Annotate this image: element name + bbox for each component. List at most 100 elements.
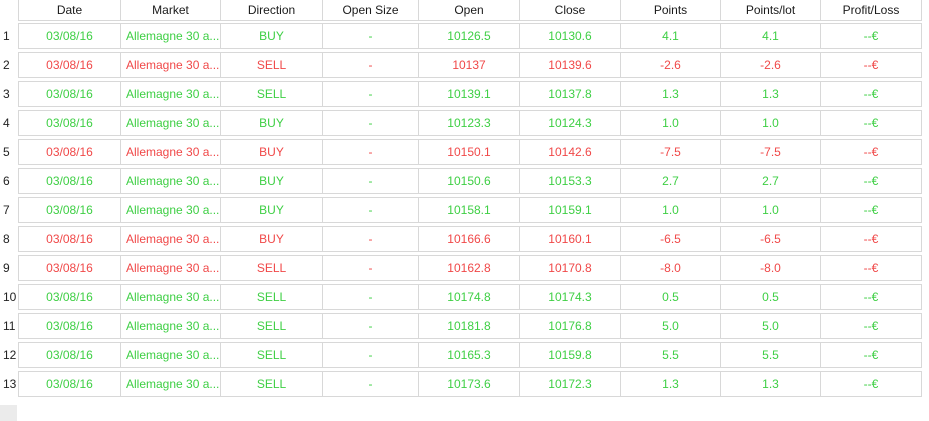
cell-open: 10158.1: [419, 198, 520, 222]
table-row[interactable]: 6 03/08/16 Allemagne 30 a... BUY -10150.6 101…: [0, 168, 929, 194]
row-cells: 03/08/16 Allemagne 30 a... SELL -10137 10139…: [18, 52, 922, 78]
cell-open: 10165.3: [419, 343, 520, 367]
column-header-open-size[interactable]: Open Size: [323, 0, 419, 20]
cell-close: 10124.3: [520, 111, 621, 135]
cell-open: 10139.1: [419, 82, 520, 106]
row-cells: 03/08/16 Allemagne 30 a... BUY -10166.6 1016…: [18, 226, 922, 252]
cell-direction: BUY: [221, 227, 323, 251]
column-header-market[interactable]: Market: [121, 0, 221, 20]
column-header-profit-loss[interactable]: Profit/Loss: [842, 3, 900, 17]
cell-date: 03/08/16: [19, 227, 121, 251]
column-header-open[interactable]: Open: [419, 0, 520, 20]
cell-points-per-lot: 5.5: [721, 343, 821, 367]
table-row[interactable]: 9 03/08/16 Allemagne 30 a... SELL -10162.8 10…: [0, 255, 929, 281]
cell-points: 1.0: [621, 198, 721, 222]
table-row[interactable]: 13 03/08/16 Allemagne 30 a... SELL -10173.6 1…: [0, 371, 929, 397]
row-number: 9: [0, 255, 18, 281]
row-cells: 03/08/16 Allemagne 30 a... SELL -10165.3 101…: [18, 342, 922, 368]
cell-open: 10181.8: [419, 314, 520, 338]
cell-date: 03/08/16: [19, 372, 121, 396]
cell-close: 10142.6: [520, 140, 621, 164]
cell-points: -8.0: [621, 256, 721, 280]
cell-direction: BUY: [221, 198, 323, 222]
column-header-points[interactable]: Points: [621, 0, 721, 20]
column-header-close[interactable]: Close: [520, 0, 621, 20]
cell-points-per-lot: 4.1: [721, 24, 821, 48]
cell-profit-loss: --€: [863, 116, 879, 130]
cell-points-per-lot: -6.5: [721, 227, 821, 251]
cell-market: Allemagne 30 a...: [121, 53, 221, 77]
cell-points-per-lot: 1.3: [721, 372, 821, 396]
cell-market: Allemagne 30 a...: [121, 111, 221, 135]
header-cells: Date Market Direction Open Size Open Clo…: [18, 0, 922, 21]
row-number: 12: [0, 342, 18, 368]
cell-profit-loss: --€: [863, 87, 879, 101]
cell-points: 1.3: [621, 82, 721, 106]
cell-market: Allemagne 30 a...: [121, 314, 221, 338]
cell-points-per-lot: 1.0: [721, 111, 821, 135]
cell-profit-loss: --€: [863, 319, 879, 333]
table-row[interactable]: 5 03/08/16 Allemagne 30 a... BUY -10150.1 101…: [0, 139, 929, 165]
cell-open: 10123.3: [419, 111, 520, 135]
cell-date: 03/08/16: [19, 140, 121, 164]
cell-points: 5.5: [621, 343, 721, 367]
cell-points: 0.5: [621, 285, 721, 309]
cell-direction: BUY: [221, 169, 323, 193]
cell-close: 10159.8: [520, 343, 621, 367]
cell-date: 03/08/16: [19, 256, 121, 280]
table-row[interactable]: 3 03/08/16 Allemagne 30 a... SELL -10139.1 10…: [0, 81, 929, 107]
cell-close: 10160.1: [520, 227, 621, 251]
cell-date: 03/08/16: [19, 314, 121, 338]
cell-profit-loss: --€: [863, 203, 879, 217]
cell-close: 10159.1: [520, 198, 621, 222]
cell-open: 10173.6: [419, 372, 520, 396]
cell-market: Allemagne 30 a...: [121, 227, 221, 251]
cell-date: 03/08/16: [19, 198, 121, 222]
cell-profit-loss: --€: [863, 377, 879, 391]
cell-date: 03/08/16: [19, 285, 121, 309]
cell-market: Allemagne 30 a...: [121, 198, 221, 222]
cell-profit-loss: --€: [863, 348, 879, 362]
table-row[interactable]: 7 03/08/16 Allemagne 30 a... BUY -10158.1 101…: [0, 197, 929, 223]
cell-profit-loss: --€: [863, 232, 879, 246]
column-header-direction[interactable]: Direction: [221, 0, 323, 20]
cell-open-size: -: [323, 372, 419, 396]
row-cells: 03/08/16 Allemagne 30 a... SELL -10162.8 101…: [18, 255, 922, 281]
cell-open: 10162.8: [419, 256, 520, 280]
row-cells: 03/08/16 Allemagne 30 a... SELL -10139.1 101…: [18, 81, 922, 107]
cell-points: 1.3: [621, 372, 721, 396]
cell-points-per-lot: 5.0: [721, 314, 821, 338]
cell-open-size: -: [323, 111, 419, 135]
cell-profit-loss: --€: [863, 29, 879, 43]
cell-points: 1.0: [621, 111, 721, 135]
cell-direction: SELL: [221, 285, 323, 309]
cell-close: 10139.6: [520, 53, 621, 77]
table-row[interactable]: 11 03/08/16 Allemagne 30 a... SELL -10181.8 1…: [0, 313, 929, 339]
cell-direction: BUY: [221, 24, 323, 48]
cell-open-size: -: [323, 227, 419, 251]
cell-direction: SELL: [221, 372, 323, 396]
row-number: 13: [0, 371, 18, 397]
table-row[interactable]: 10 03/08/16 Allemagne 30 a... SELL -10174.8 1…: [0, 284, 929, 310]
row-cells: 03/08/16 Allemagne 30 a... BUY -10150.1 1014…: [18, 139, 922, 165]
column-header-date[interactable]: Date: [19, 0, 121, 20]
row-cells: 03/08/16 Allemagne 30 a... SELL -10173.6 101…: [18, 371, 922, 397]
table-row[interactable]: 12 03/08/16 Allemagne 30 a... SELL -10165.3 1…: [0, 342, 929, 368]
next-row-placeholder: [0, 405, 17, 421]
table-row[interactable]: 8 03/08/16 Allemagne 30 a... BUY -10166.6 101…: [0, 226, 929, 252]
cell-open-size: -: [323, 256, 419, 280]
cell-points: -7.5: [621, 140, 721, 164]
cell-close: 10170.8: [520, 256, 621, 280]
column-header-points-lot[interactable]: Points/lot: [721, 0, 821, 20]
cell-direction: SELL: [221, 343, 323, 367]
table-row[interactable]: 1 03/08/16 Allemagne 30 a... BUY -10126.5 101…: [0, 23, 929, 49]
cell-close: 10174.3: [520, 285, 621, 309]
cell-profit-loss: --€: [863, 145, 879, 159]
cell-close: 10130.6: [520, 24, 621, 48]
row-number: 10: [0, 284, 18, 310]
table-row[interactable]: 2 03/08/16 Allemagne 30 a... SELL -10137 1013…: [0, 52, 929, 78]
row-number: 8: [0, 226, 18, 252]
cell-open-size: -: [323, 343, 419, 367]
table-row[interactable]: 4 03/08/16 Allemagne 30 a... BUY -10123.3 101…: [0, 110, 929, 136]
cell-open: 10150.6: [419, 169, 520, 193]
